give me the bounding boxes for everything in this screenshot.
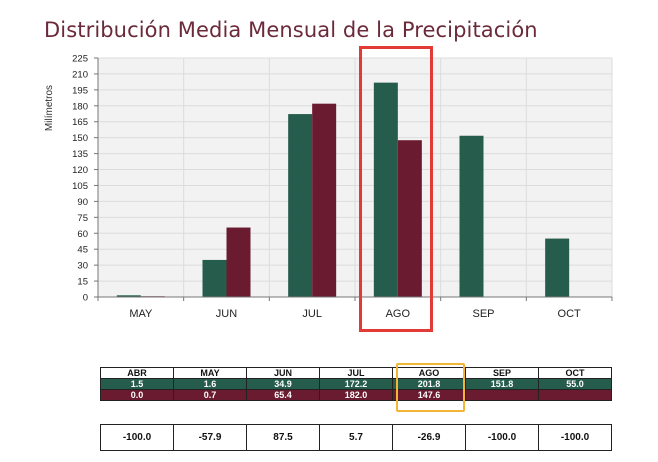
bar-ago-series-1 — [373, 82, 398, 297]
bar-sep-series-1 — [459, 135, 484, 297]
table-header-row: ABR MAY JUN JUL AGO SEP OCT — [100, 367, 612, 379]
table-row-series-1: 1.5 1.6 34.9 172.2 201.8 151.8 55.0 — [100, 378, 612, 390]
table-cell: -100.0 — [465, 424, 539, 451]
table-cell — [538, 389, 612, 401]
y-tick-label: 15 — [77, 277, 88, 288]
bar-jun-series-2 — [226, 227, 251, 297]
y-tick-label: 105 — [72, 181, 88, 192]
bar-jul-series-1 — [288, 114, 313, 298]
table-cell: 0.0 — [100, 389, 174, 401]
y-tick-label: 180 — [72, 101, 88, 112]
table-cell: -100.0 — [538, 424, 612, 451]
table-cell: 172.2 — [319, 378, 393, 390]
x-tick-label: JUL — [302, 308, 322, 320]
highlight-box-ago — [359, 46, 433, 332]
table-cell: -100.0 — [100, 424, 174, 451]
table-row-series-2: 0.0 0.7 65.4 182.0 147.6 — [100, 389, 612, 401]
y-axis: 0 15 30 45 60 75 90 105 120 135 150 165 180 195 210 225 — [72, 54, 99, 304]
table-cell: 1.5 — [100, 378, 174, 390]
y-tick-label: 210 — [72, 69, 88, 80]
table-cell: 65.4 — [246, 389, 320, 401]
y-tick-label: 60 — [77, 229, 88, 240]
x-axis: MAY JUN JUL AGO SEP OCT — [97, 296, 613, 320]
difference-table: -100.0 -57.9 87.5 5.7 -26.9 -100.0 -100.0 — [100, 424, 612, 451]
table-cell: 87.5 — [246, 424, 320, 451]
table-cell: 0.7 — [173, 389, 247, 401]
bar-jun-series-1 — [202, 259, 227, 297]
x-tick-label: MAY — [129, 308, 153, 320]
x-tick-label: OCT — [558, 308, 582, 320]
bar-oct-series-1 — [545, 238, 570, 297]
grid-layer — [97, 57, 613, 298]
y-tick-label: 165 — [72, 117, 88, 128]
x-tick-label: SEP — [472, 308, 494, 320]
data-table: ABR MAY JUN JUL AGO SEP OCT 1.5 1.6 34.9 172.2 201… — [100, 367, 612, 401]
y-axis-label: Milímetros — [44, 85, 55, 131]
table-cell: -26.9 — [392, 424, 466, 451]
y-tick-label: 75 — [77, 213, 88, 224]
table-cell: JUL — [319, 367, 393, 379]
y-tick-label: 135 — [72, 149, 88, 160]
table-cell: -57.9 — [173, 424, 247, 451]
table-cell: JUN — [246, 367, 320, 379]
bars-layer — [116, 82, 570, 298]
table-cell: MAY — [173, 367, 247, 379]
table-cell — [465, 389, 539, 401]
y-tick-label: 90 — [77, 197, 88, 208]
chart-svg: 0 15 30 45 60 75 90 105 120 135 150 165 180 195 210 225… — [44, 54, 613, 320]
y-tick-label: 0 — [83, 293, 88, 304]
table-row-difference: -100.0 -57.9 87.5 5.7 -26.9 -100.0 -100.0 — [100, 424, 612, 451]
table-cell: OCT — [538, 367, 612, 379]
table-cell: 147.6 — [392, 389, 466, 401]
bar-jul-series-2 — [312, 103, 337, 297]
y-tick-label: 120 — [72, 165, 88, 176]
highlight-box-table-ago — [396, 363, 465, 412]
y-tick-label: 30 — [77, 261, 88, 272]
table-cell: 151.8 — [465, 378, 539, 390]
table-cell: 182.0 — [319, 389, 393, 401]
y-tick-label: 150 — [72, 133, 88, 144]
y-tick-label: 225 — [72, 54, 88, 65]
bar-may-series-1 — [116, 295, 141, 297]
x-tick-label: JUN — [216, 308, 237, 320]
table-cell: SEP — [465, 367, 539, 379]
precipitation-chart: 0 15 30 45 60 75 90 105 120 135 150 165 180 195 210 225… — [44, 54, 613, 320]
table-cell: 55.0 — [538, 378, 612, 390]
table-cell: 1.6 — [173, 378, 247, 390]
table-cell: 5.7 — [319, 424, 393, 451]
x-tick-label: AGO — [386, 308, 411, 320]
table-cell: ABR — [100, 367, 174, 379]
chart-title: Distribución Media Mensual de la Precipi… — [44, 18, 538, 42]
bar-ago-series-2 — [397, 140, 422, 297]
y-tick-label: 195 — [72, 85, 88, 96]
y-tick-label: 45 — [77, 245, 88, 256]
table-cell: 34.9 — [246, 378, 320, 390]
